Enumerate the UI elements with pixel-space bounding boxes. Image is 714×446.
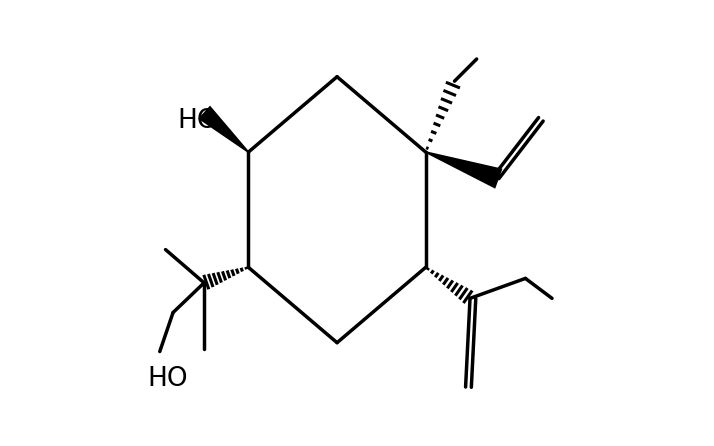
Polygon shape — [426, 151, 503, 189]
Text: HO: HO — [178, 108, 218, 134]
Polygon shape — [198, 106, 249, 153]
Text: HO: HO — [148, 366, 188, 392]
